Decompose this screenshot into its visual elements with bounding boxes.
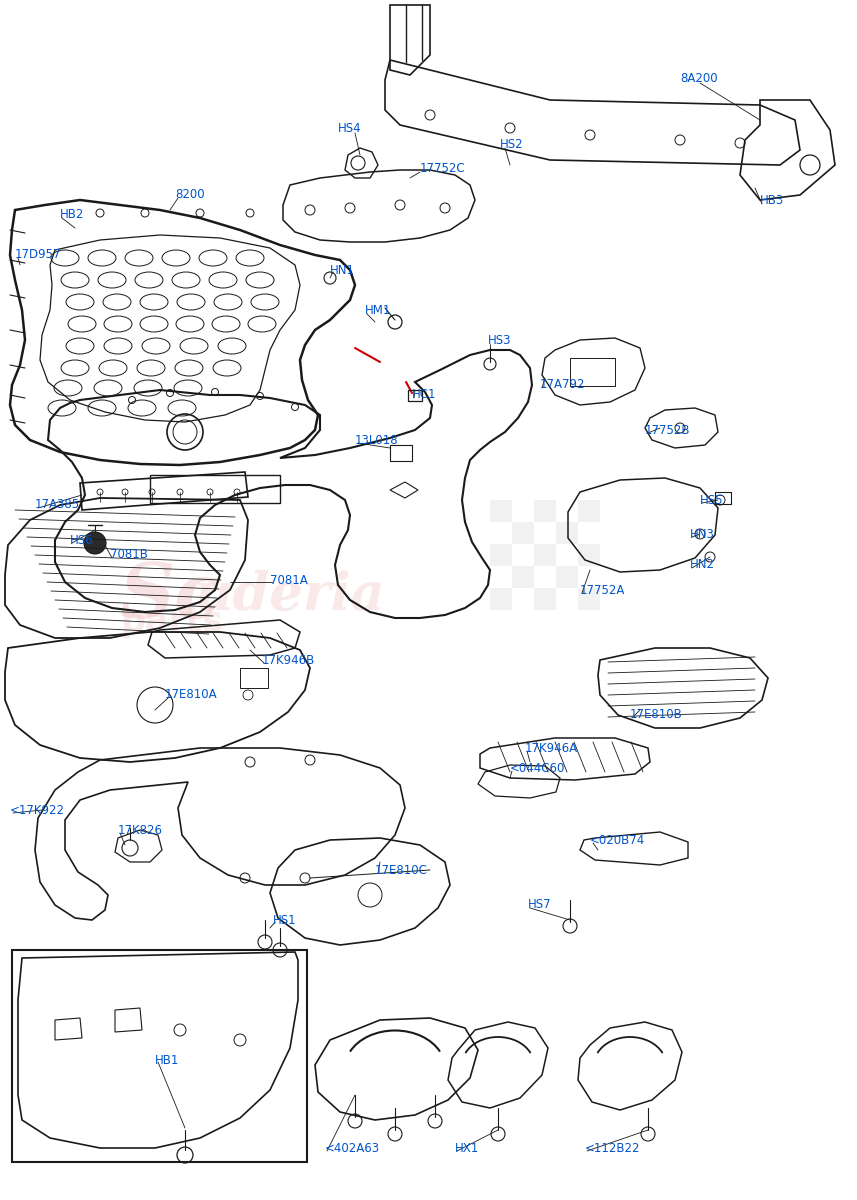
Text: HB3: HB3 — [760, 193, 784, 206]
Bar — [390, 445, 412, 461]
Text: <020B74: <020B74 — [590, 834, 645, 846]
Bar — [512, 522, 534, 544]
Text: <112B22: <112B22 — [585, 1141, 640, 1154]
Text: 17E810B: 17E810B — [630, 708, 683, 721]
Bar — [150, 475, 280, 503]
Bar — [570, 358, 615, 386]
Text: <044C60: <044C60 — [510, 762, 566, 774]
Bar — [578, 500, 600, 522]
Bar — [534, 588, 556, 610]
Text: 17A792: 17A792 — [540, 378, 585, 391]
Text: <17K922: <17K922 — [10, 804, 65, 816]
Circle shape — [84, 532, 106, 554]
Text: <402A63: <402A63 — [325, 1141, 381, 1154]
Text: 7081A: 7081A — [270, 574, 308, 587]
Bar — [490, 500, 512, 522]
Text: HS4: HS4 — [338, 121, 362, 134]
Text: 17K946A: 17K946A — [525, 742, 578, 755]
Bar — [12, 950, 307, 1162]
Text: parts: parts — [120, 605, 223, 638]
Text: HS2: HS2 — [500, 138, 524, 151]
Text: uderia: uderia — [195, 570, 386, 622]
Text: Sc: Sc — [120, 560, 222, 634]
Text: 8200: 8200 — [175, 188, 205, 202]
Text: 7081B: 7081B — [110, 548, 148, 562]
Text: HN3: HN3 — [690, 528, 715, 541]
Text: HX1: HX1 — [455, 1141, 479, 1154]
Bar — [240, 668, 268, 688]
Bar — [490, 588, 512, 610]
Bar — [556, 566, 578, 588]
Bar — [715, 492, 731, 504]
Text: HC1: HC1 — [412, 389, 436, 402]
Text: HS7: HS7 — [528, 899, 552, 912]
Bar — [512, 566, 534, 588]
Text: 17K946B: 17K946B — [262, 654, 315, 666]
Text: 13L018: 13L018 — [355, 433, 399, 446]
Text: HS6: HS6 — [70, 534, 93, 546]
Text: 8A200: 8A200 — [680, 72, 717, 84]
Bar — [556, 522, 578, 544]
Text: 17K826: 17K826 — [118, 823, 163, 836]
Text: 17752A: 17752A — [580, 583, 626, 596]
Bar — [534, 500, 556, 522]
Text: HS1: HS1 — [273, 913, 297, 926]
Text: 17D957: 17D957 — [15, 248, 62, 262]
Text: HN1: HN1 — [330, 264, 355, 276]
Text: HB2: HB2 — [60, 209, 84, 222]
Text: 17E810C: 17E810C — [375, 864, 428, 876]
Text: 17A385: 17A385 — [35, 498, 80, 511]
Text: 17E810A: 17E810A — [165, 689, 218, 702]
Bar — [578, 588, 600, 610]
Bar — [534, 544, 556, 566]
Text: HN2: HN2 — [690, 558, 715, 571]
Text: 17752B: 17752B — [645, 424, 691, 437]
Text: HM1: HM1 — [365, 304, 392, 317]
Text: HS5: HS5 — [700, 493, 723, 506]
Text: HS3: HS3 — [488, 334, 512, 347]
Bar — [408, 390, 422, 401]
Bar — [578, 544, 600, 566]
Bar — [490, 544, 512, 566]
Text: HB1: HB1 — [155, 1054, 179, 1067]
Text: 17752C: 17752C — [420, 162, 465, 174]
